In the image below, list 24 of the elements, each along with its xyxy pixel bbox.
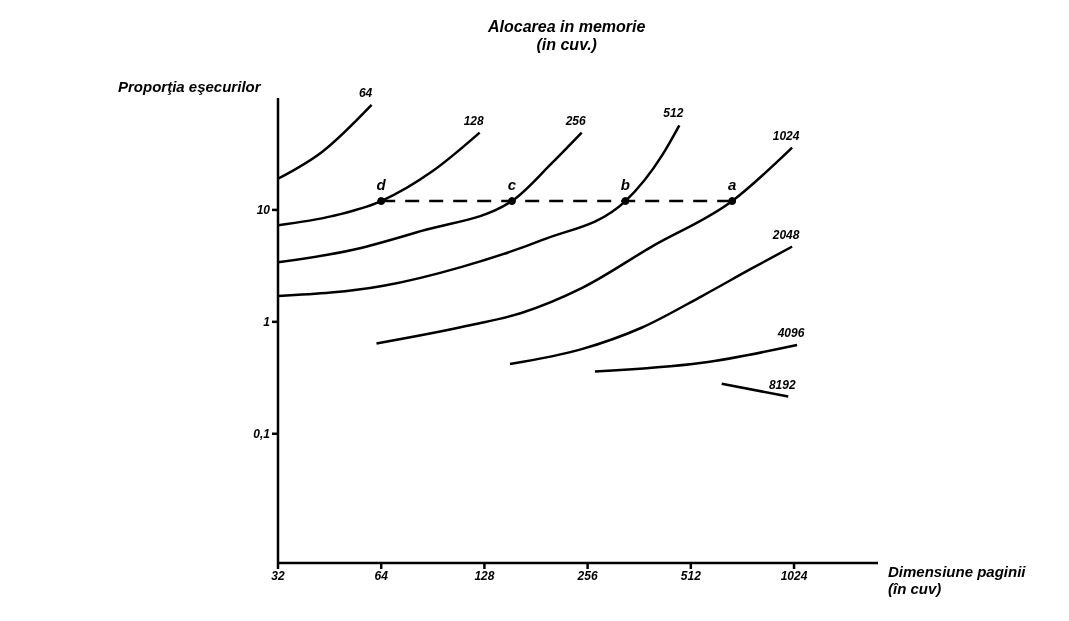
x-tick-label: 256 — [576, 568, 598, 583]
y-tick-label: 0,1 — [253, 427, 271, 442]
y-tick-label: 10 — [256, 203, 271, 218]
x-tick-label: 128 — [474, 568, 495, 583]
series-label: 128 — [463, 113, 485, 128]
annotation: c — [507, 175, 517, 193]
series-label: 1024 — [772, 128, 800, 143]
x-axis-title: Dimensiune paginii (în cuv) — [888, 563, 1026, 597]
x-tick-label: 32 — [271, 568, 285, 583]
series-label: 512 — [663, 106, 684, 121]
series-label: 8192 — [768, 377, 796, 392]
series-label: 256 — [564, 113, 587, 128]
annotation: a — [728, 175, 737, 193]
chart-title: Alocarea in memorie (in cuv.) — [488, 18, 646, 54]
y-tick-label: 1 — [263, 315, 271, 330]
x-tick-label: 512 — [680, 568, 702, 583]
series-label: 64 — [358, 85, 373, 100]
annotation: b — [620, 175, 630, 193]
annotation: d — [376, 175, 387, 193]
series-label: 2048 — [771, 227, 800, 242]
series-label: 4096 — [776, 326, 805, 341]
x-tick-label: 1024 — [780, 568, 808, 583]
y-axis-title: Proporţia eşecurilor — [118, 78, 261, 95]
x-tick-label: 64 — [374, 568, 389, 583]
